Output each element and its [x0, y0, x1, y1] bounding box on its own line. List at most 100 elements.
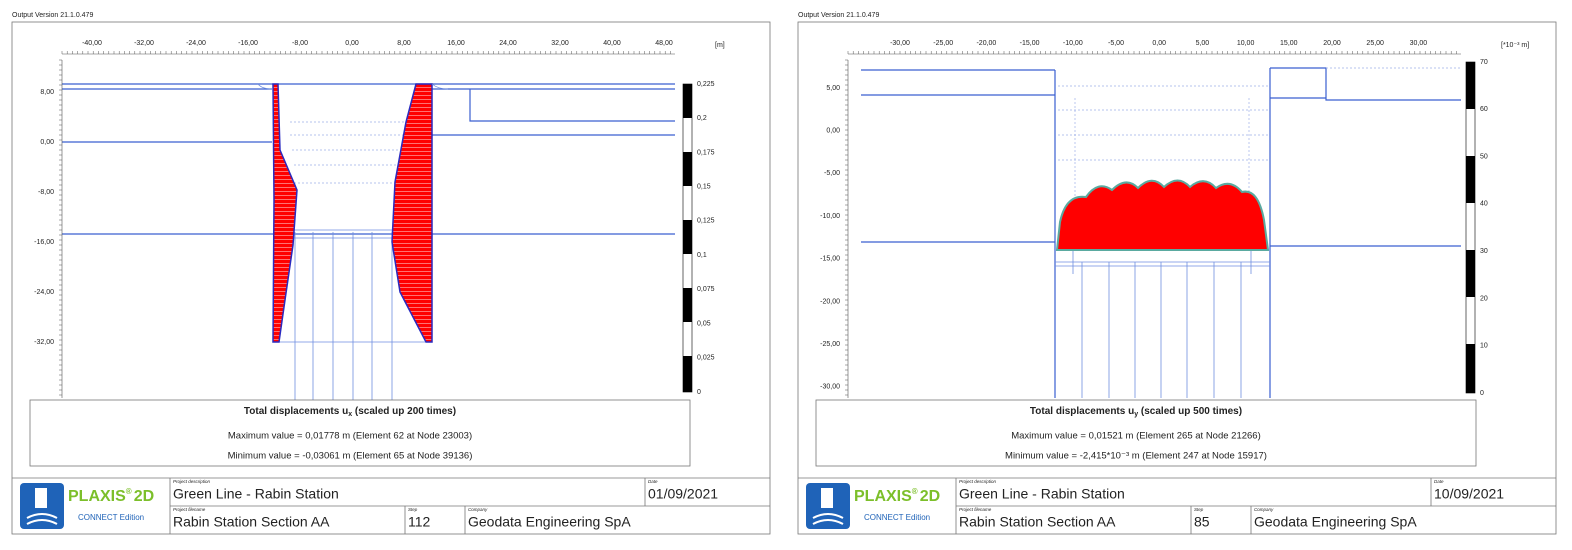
x-ruler-label: 0,00 [345, 40, 359, 47]
panel: Output Version 21.1.0.479 -30,00 -25,00 -20… [797, 12, 1557, 535]
company: Geodata Engineering SpA [468, 514, 631, 530]
y-ruler-label: -5,00 [824, 170, 840, 177]
legend-label: 0 [1480, 390, 1484, 397]
legend-label: 20 [1480, 295, 1488, 302]
x-ruler-label: 48,00 [655, 40, 673, 47]
x-ruler-label: -16,00 [238, 40, 258, 47]
result-box [815, 399, 1477, 467]
logo-brand: PLAXIS® 2D [854, 487, 940, 505]
product: 2D [920, 488, 940, 505]
x-ruler-label: -32,00 [134, 40, 154, 47]
version: Output Version 21.1.0.479 [12, 12, 93, 19]
logo-edition: CONNECT Edition [864, 513, 930, 522]
x-ruler-label: 15,00 [1280, 40, 1298, 47]
title-text: Total displacements u [244, 406, 348, 417]
legend-label: 50 [1480, 153, 1488, 160]
legend-label: 0,025 [697, 355, 715, 362]
y-ruler-label: -15,00 [820, 256, 840, 263]
legend-label: 0,15 [697, 184, 711, 191]
legend-label: 40 [1480, 201, 1488, 208]
date: 10/09/2021 [1434, 486, 1504, 502]
x-ruler-label: 25,00 [1366, 40, 1384, 47]
unit: [*10⁻³ m] [1501, 42, 1529, 49]
x-ruler-label: 5,00 [1196, 40, 1210, 47]
colorbar [1465, 61, 1476, 394]
project-filename: Rabin Station Section AA [173, 514, 330, 530]
x-ruler-label: -5,00 [1108, 40, 1124, 47]
date: 01/09/2021 [648, 486, 718, 502]
title-text: Total displacements u [1030, 406, 1134, 417]
step: 85 [1194, 514, 1210, 530]
result-title: Total displacements ux (scaled up 200 ti… [244, 406, 456, 418]
company-label: Company [468, 507, 488, 512]
footer [798, 477, 1556, 534]
x-ruler-label: 32,00 [551, 40, 569, 47]
x-ruler-label: 10,00 [1237, 40, 1255, 47]
x-ruler-label: -25,00 [933, 40, 953, 47]
date-label: Date [1434, 479, 1444, 484]
step: 112 [408, 514, 431, 530]
legend-label: 0,125 [697, 218, 715, 225]
y-ruler-label: -10,00 [820, 213, 840, 220]
y-ruler-label: 5,00 [826, 85, 840, 92]
colorbar [682, 83, 693, 393]
version: Output Version 21.1.0.479 [798, 12, 879, 19]
title-scale: (scaled up 500 times) [1138, 406, 1242, 417]
legend-label: 70 [1480, 59, 1488, 66]
x-ruler-label: -15,00 [1020, 40, 1040, 47]
legend-label: 30 [1480, 248, 1488, 255]
legend-label: 0,225 [697, 81, 715, 88]
reg: ® [912, 487, 918, 496]
y-ruler-label: -25,00 [820, 341, 840, 348]
x-ruler-label: 8,00 [397, 40, 411, 47]
result-title: Total displacements uy (scaled up 500 ti… [1030, 406, 1242, 418]
max-value: Maximum value = 0,01778 m (Element 62 at… [228, 431, 472, 442]
brand: PLAXIS [854, 488, 912, 505]
project-description: Green Line - Rabin Station [959, 486, 1125, 502]
title-subscript: y [1134, 411, 1138, 418]
x-ruler-label: 0,00 [1152, 40, 1166, 47]
logo-brand: PLAXIS® 2D [68, 487, 154, 505]
x-ruler-label: -24,00 [186, 40, 206, 47]
y-ruler-label: -8,00 [38, 189, 54, 196]
brand: PLAXIS [68, 488, 126, 505]
y-ruler-label: -32,00 [34, 339, 54, 346]
company-label: Company [1254, 507, 1274, 512]
y-ruler-label: -24,00 [34, 289, 54, 296]
x-ruler-label: -40,00 [82, 40, 102, 47]
x-ruler-label: -30,00 [890, 40, 910, 47]
legend-label: 0,175 [697, 149, 715, 156]
reg: ® [126, 487, 132, 496]
legend-label: 0,05 [697, 320, 711, 327]
x-ruler-label: 30,00 [1410, 40, 1428, 47]
x-ruler-label: -10,00 [1063, 40, 1083, 47]
title-scale: (scaled up 200 times) [352, 406, 456, 417]
panel: Output Version 21.1.0.479 -40,00 -32,00 -24… [11, 12, 771, 535]
x-ruler-label: 20,00 [1323, 40, 1341, 47]
project-description: Green Line - Rabin Station [173, 486, 339, 502]
unit: [m] [715, 42, 725, 49]
min-value: Minimum value = -2,415*10⁻³ m (Element 2… [1005, 451, 1267, 462]
step-label: Step [1194, 507, 1204, 512]
title-subscript: x [348, 411, 352, 418]
y-ruler-label: -16,00 [34, 239, 54, 246]
result-box [29, 399, 691, 467]
y-ruler-label: 8,00 [40, 89, 54, 96]
geometry [861, 67, 1461, 398]
x-ruler-label: -20,00 [976, 40, 996, 47]
y-ruler-label: 0,00 [40, 139, 54, 146]
x-ruler-label: 16,00 [447, 40, 465, 47]
geometry [62, 83, 675, 400]
min-value: Minimum value = -0,03061 m (Element 65 a… [228, 451, 473, 462]
logo-edition: CONNECT Edition [78, 513, 144, 522]
max-value: Maximum value = 0,01521 m (Element 265 a… [1011, 431, 1261, 442]
company: Geodata Engineering SpA [1254, 514, 1417, 530]
legend-label: 0,2 [697, 115, 707, 122]
legend-label: 0,075 [697, 286, 715, 293]
project-filename: Rabin Station Section AA [959, 514, 1116, 530]
project-description-label: Project description [173, 479, 211, 484]
legend-label: 10 [1480, 343, 1488, 350]
y-ruler-label: -20,00 [820, 298, 840, 305]
legend-label: 0 [697, 389, 701, 396]
